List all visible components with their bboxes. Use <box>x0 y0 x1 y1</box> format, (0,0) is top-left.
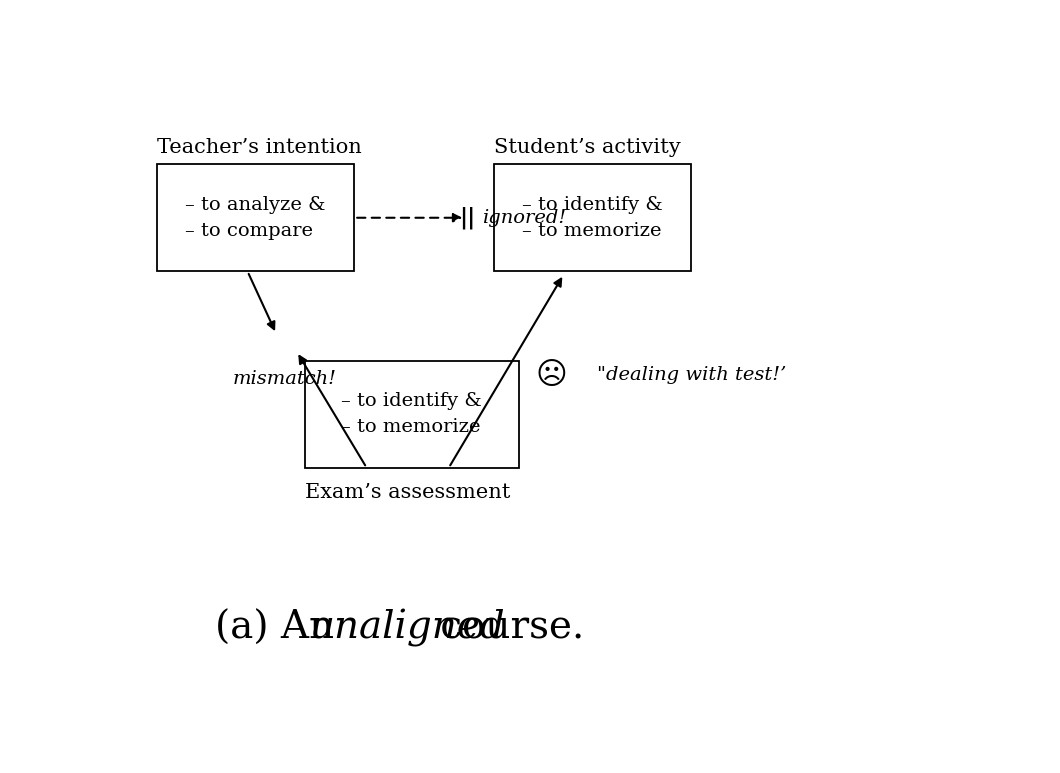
Text: Student’s activity: Student’s activity <box>494 138 681 157</box>
Text: ||: || <box>460 206 476 229</box>
FancyBboxPatch shape <box>157 164 354 271</box>
Text: unaligned: unaligned <box>310 609 505 648</box>
Text: mismatch!: mismatch! <box>232 369 336 387</box>
Text: "dealing with test!’: "dealing with test!’ <box>597 366 787 384</box>
Text: (a) An: (a) An <box>214 610 347 647</box>
Text: – to analyze &
– to compare: – to analyze & – to compare <box>186 196 326 240</box>
FancyBboxPatch shape <box>305 360 518 468</box>
Text: ☹: ☹ <box>535 361 567 390</box>
Text: – to identify &
– to memorize: – to identify & – to memorize <box>523 196 662 240</box>
FancyBboxPatch shape <box>494 164 691 271</box>
Text: Exam’s assessment: Exam’s assessment <box>305 482 511 502</box>
Text: – to identify &
– to memorize: – to identify & – to memorize <box>341 392 482 437</box>
Text: ignored!: ignored! <box>481 209 566 226</box>
Text: course.: course. <box>428 610 584 647</box>
Text: Teacher’s intention: Teacher’s intention <box>157 138 361 157</box>
